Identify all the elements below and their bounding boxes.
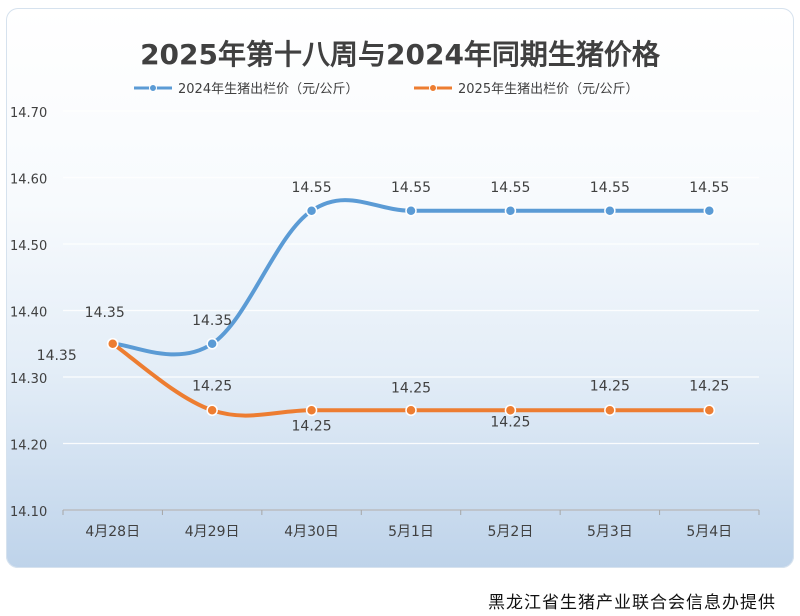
data-labels: 14.35 14.35 14.55 14.55 14.55 14.55 14.55 14.35… xyxy=(37,180,730,435)
data-point xyxy=(206,404,218,416)
data-label: 14.25 xyxy=(689,378,729,394)
gridlines xyxy=(63,110,759,511)
data-label: 14.35 xyxy=(37,348,77,364)
x-tick-label: 5月4日 xyxy=(686,524,732,540)
data-point xyxy=(604,205,616,217)
data-label: 14.25 xyxy=(192,378,232,394)
data-point xyxy=(703,205,716,217)
y-tick-label: 14.70 xyxy=(10,106,47,121)
data-label: 14.25 xyxy=(391,380,431,396)
y-tick-label: 14.10 xyxy=(10,505,47,520)
x-tick-label: 4月28日 xyxy=(85,524,140,540)
series-line-1 xyxy=(110,198,712,357)
series-group xyxy=(106,198,716,418)
data-point xyxy=(305,205,318,217)
data-label: 14.55 xyxy=(490,180,530,196)
y-tick-label: 14.40 xyxy=(10,306,47,321)
data-point xyxy=(206,338,218,350)
y-tick-label: 14.20 xyxy=(10,439,47,454)
y-tick-label: 14.50 xyxy=(10,239,47,254)
y-axis: 14.70 14.60 14.50 14.40 14.30 14.20 14.10 xyxy=(10,106,47,520)
data-point xyxy=(703,404,716,416)
data-label: 14.35 xyxy=(85,305,125,321)
data-point xyxy=(405,404,417,416)
data-point xyxy=(405,205,417,217)
x-axis: 4月28日 4月29日 4月30日 5月1日 5月2日 5月3日 5月4日 xyxy=(62,509,760,540)
data-label: 14.25 xyxy=(292,418,332,434)
data-label: 14.25 xyxy=(590,378,630,394)
x-tick-label: 5月2日 xyxy=(488,524,534,540)
data-label: 14.55 xyxy=(292,180,332,196)
x-tick-label: 5月1日 xyxy=(388,524,434,540)
data-label: 14.55 xyxy=(590,180,630,196)
line-chart: 2025年第十八周与2024年同期生猪价格 2024年生猪出栏价（元/公斤） 20… xyxy=(10,38,760,540)
data-point xyxy=(504,205,517,217)
legend: 2024年生猪出栏价（元/公斤） 2025年生猪出栏价（元/公斤） xyxy=(134,82,638,97)
y-tick-label: 14.60 xyxy=(10,173,47,188)
data-point xyxy=(504,404,517,416)
data-label: 14.55 xyxy=(689,180,729,196)
legend-label: 2025年生猪出栏价（元/公斤） xyxy=(458,82,638,97)
data-point xyxy=(106,338,119,350)
legend-label: 2024年生猪出栏价（元/公斤） xyxy=(178,82,358,97)
data-point xyxy=(305,404,318,416)
source-footer: 黑龙江省生猪产业联合会信息办提供 xyxy=(488,593,776,613)
y-tick-label: 14.30 xyxy=(10,372,47,387)
chart-title: 2025年第十八周与2024年同期生猪价格 xyxy=(140,38,661,71)
legend-swatch-marker xyxy=(429,84,437,92)
legend-swatch-marker xyxy=(149,84,157,92)
x-tick-label: 4月30日 xyxy=(284,524,339,540)
x-tick-label: 4月29日 xyxy=(185,524,240,540)
data-label: 14.25 xyxy=(490,414,530,430)
data-label: 14.35 xyxy=(192,313,232,329)
x-tick-label: 5月3日 xyxy=(587,524,633,540)
chart-card: 2025年第十八周与2024年同期生猪价格 2024年生猪出栏价（元/公斤） 20… xyxy=(6,8,794,568)
data-label: 14.55 xyxy=(391,180,431,196)
data-point xyxy=(604,404,616,416)
